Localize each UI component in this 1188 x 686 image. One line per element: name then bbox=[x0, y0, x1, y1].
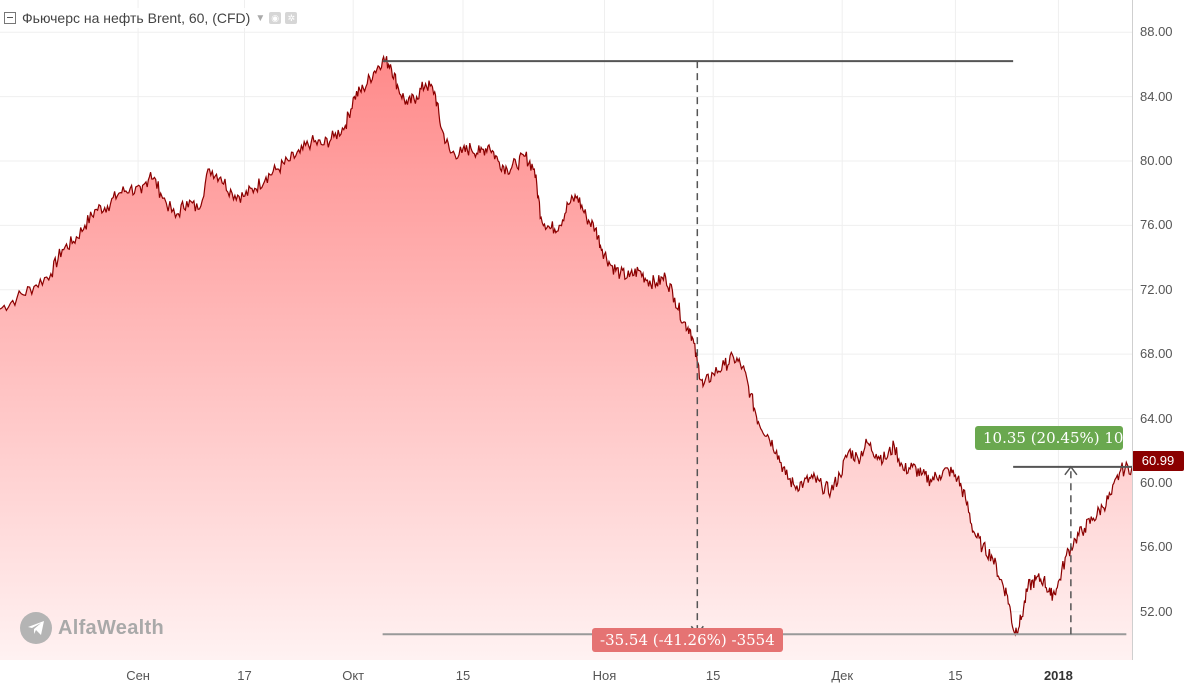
chart-plot-area[interactable] bbox=[0, 0, 1132, 660]
y-tick-label: 76.00 bbox=[1140, 217, 1173, 233]
eye-icon[interactable]: ◉ bbox=[269, 12, 282, 24]
x-tick-label: 17 bbox=[237, 668, 252, 683]
y-tick-label: 80.00 bbox=[1140, 152, 1173, 168]
y-tick-label: 52.00 bbox=[1140, 603, 1173, 619]
gear-icon[interactable]: ✲ bbox=[285, 12, 298, 24]
price-axis-border bbox=[1132, 0, 1133, 660]
y-tick-label: 64.00 bbox=[1140, 410, 1173, 426]
x-tick-label: Сен bbox=[126, 668, 150, 683]
price-chart[interactable] bbox=[0, 0, 1132, 660]
last-price-tag: 60.99 bbox=[1132, 451, 1184, 471]
x-tick-label: Окт bbox=[342, 668, 365, 683]
logo-text: AlfaWealth bbox=[58, 616, 164, 639]
y-tick-label: 72.00 bbox=[1140, 281, 1173, 297]
chevron-down-icon[interactable]: ▼ bbox=[255, 12, 266, 24]
x-tick-label: Дек bbox=[831, 668, 854, 683]
telegram-plane-icon bbox=[20, 612, 52, 644]
measure-down-label[interactable]: -35.54 (-41.26%) -3554 bbox=[592, 628, 783, 652]
symbol-title[interactable]: Фьючерс на нефть Brent, 60, (CFD) bbox=[22, 10, 251, 26]
y-tick-label: 68.00 bbox=[1140, 346, 1173, 362]
price-line bbox=[0, 54, 1132, 637]
x-tick-label: 2018 bbox=[1043, 668, 1073, 683]
x-tick-label: 15 bbox=[948, 668, 963, 683]
x-tick-label: 15 bbox=[705, 668, 721, 683]
y-tick-label: 60.00 bbox=[1140, 474, 1173, 490]
watermark-logo: AlfaWealth bbox=[20, 612, 164, 644]
y-tick-label: 88.00 bbox=[1140, 24, 1173, 40]
x-tick-label: Ноя bbox=[592, 668, 617, 683]
measure-up-label[interactable]: 10.35 (20.45%) 10 bbox=[975, 426, 1124, 450]
x-tick-label: 15 bbox=[455, 668, 471, 683]
collapse-icon[interactable] bbox=[4, 12, 16, 24]
chart-header: Фьючерс на нефть Brent, 60, (CFD) ▼ ◉ ✲ bbox=[4, 8, 302, 28]
measure-arrow-head bbox=[1064, 465, 1078, 476]
y-tick-label: 56.00 bbox=[1140, 539, 1173, 555]
price-area-fill bbox=[0, 56, 1132, 660]
y-tick-label: 84.00 bbox=[1140, 88, 1173, 104]
